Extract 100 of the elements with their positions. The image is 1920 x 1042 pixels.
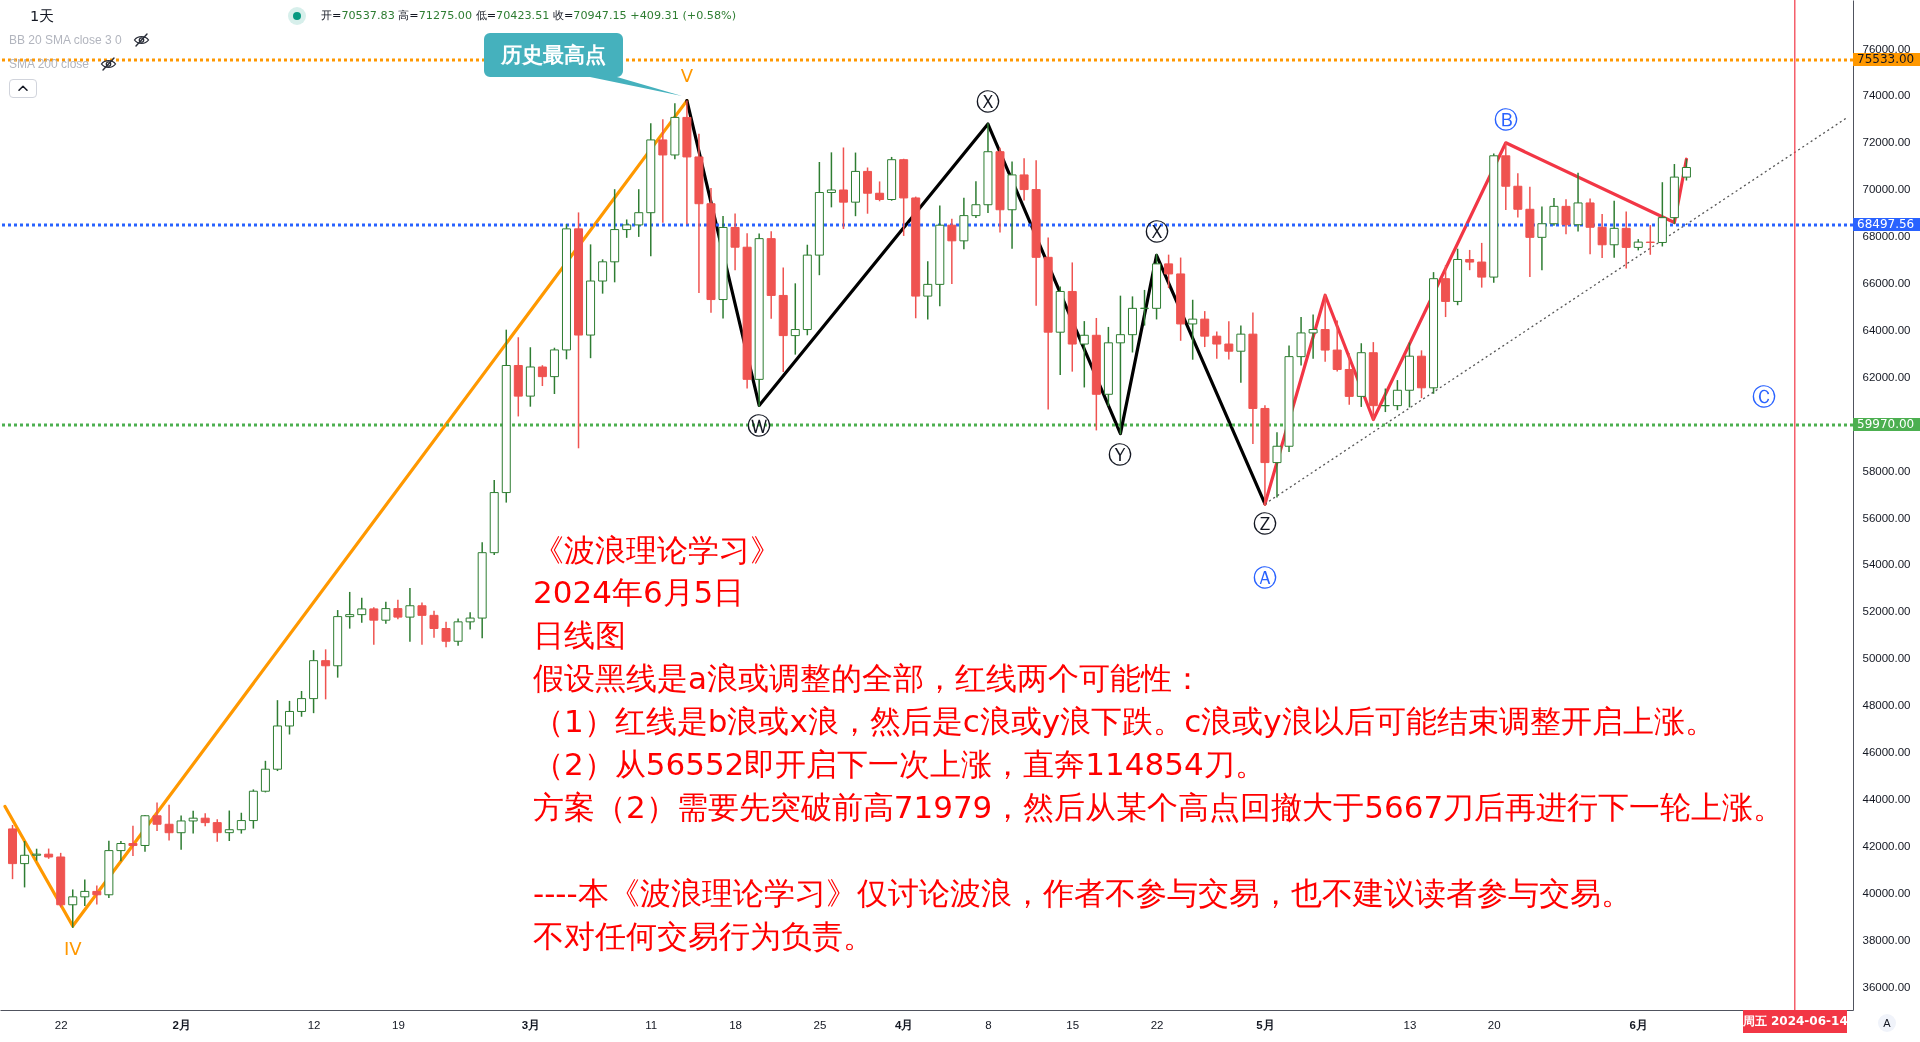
x-tick-label: 19: [391, 1018, 405, 1031]
annotation: Ⓒ: [1751, 383, 1777, 411]
candlestick: [453, 618, 463, 646]
annotation: 《波浪理论学习》: [533, 530, 781, 570]
candlestick: [128, 825, 138, 856]
candlestick: [838, 147, 848, 229]
candlestick: [116, 840, 126, 862]
annotation: （1）红线是b浪或x浪，然后是c浪或y浪下跌。c浪或y浪以后可能结束调整开启上涨。: [533, 702, 1716, 742]
ref-line-label: 周五 2024-06-14: [1742, 1010, 1848, 1033]
x-tick-label: 11: [645, 1018, 658, 1031]
y-tick-label: 58000.00: [1862, 464, 1911, 477]
candlestick: [1621, 211, 1631, 269]
y-tick-label: 64000.00: [1862, 323, 1911, 336]
candlestick: [369, 607, 379, 645]
candlestick: [236, 812, 246, 834]
candlestick: [1681, 159, 1691, 181]
x-tick-label: 18: [729, 1018, 742, 1031]
y-tick-label: 76000.00: [1862, 42, 1911, 55]
candlestick: [730, 213, 740, 271]
candlestick: [1200, 311, 1210, 348]
candlestick: [1513, 173, 1523, 218]
candlestick: [826, 152, 836, 208]
annotation: Ⓐ: [1252, 564, 1277, 593]
candlestick: [1392, 380, 1402, 411]
annotation: 不对任何交易行为负责。: [533, 916, 874, 956]
candlestick: [1115, 295, 1125, 435]
annotation: Ⓑ: [1493, 106, 1518, 135]
candlestick: [176, 815, 186, 850]
annotation: ----本《波浪理论学习》仅讨论波浪，作者不参与交易，也不建议读者参与交易。: [533, 873, 1632, 913]
x-tick-label: 3月: [521, 1018, 541, 1031]
x-tick-label: 12: [307, 1018, 321, 1031]
annotation: 日线图: [533, 616, 626, 656]
text: 1天: [30, 8, 55, 24]
text: A: [1878, 1014, 1896, 1032]
candlestick: [200, 813, 210, 827]
y-tick-label: 70000.00: [1862, 183, 1911, 196]
candlestick: [1645, 225, 1655, 255]
candlestick: [1465, 249, 1475, 271]
candlestick: [224, 810, 234, 842]
annotation: Ⓨ: [1108, 440, 1133, 469]
candlestick: [923, 261, 933, 320]
candlestick: [441, 621, 451, 648]
y-tick-label: 74000.00: [1862, 89, 1911, 102]
candlestick: [68, 889, 78, 928]
candlestick: [1332, 320, 1342, 372]
y-tick-label: 38000.00: [1862, 933, 1911, 946]
y-tick-label: 62000.00: [1862, 370, 1911, 383]
candlestick: [465, 612, 475, 630]
candlestick: [598, 259, 608, 294]
annotation: Ⓧ: [1144, 218, 1169, 247]
y-tick-label: 56000.00: [1862, 511, 1911, 524]
candlestick: [1164, 254, 1174, 289]
candlestick: [1441, 265, 1451, 318]
candlestick: [164, 804, 174, 841]
annotation: Ⓧ: [975, 87, 1000, 116]
candlestick: [80, 879, 90, 907]
text: 开=70537.83 高=71275.00 低=70423.51 收=70947.15 +409.31 (+0.58%): [321, 9, 737, 22]
candlestick: [1140, 289, 1150, 326]
candlestick: [1308, 314, 1318, 359]
candlestick: [381, 601, 391, 624]
annotation: Ⓦ: [747, 411, 772, 440]
candlestick: [212, 819, 222, 842]
y-tick-label: 36000.00: [1862, 980, 1911, 993]
y-tick-label: 40000.00: [1862, 886, 1911, 899]
ref-line-label: 75533.00: [1853, 52, 1920, 67]
x-tick-label: 13: [1403, 1018, 1417, 1031]
y-tick-label: 72000.00: [1862, 136, 1911, 149]
annotation: 2024年6月5日: [533, 573, 745, 613]
annotation: 假设黑线是a浪或调整的全部，红线两个可能性：: [533, 659, 1203, 699]
candlestick: [1537, 206, 1547, 271]
candlestick: [1272, 432, 1282, 498]
candlestick: [947, 218, 957, 284]
annotation: Ⓩ: [1252, 509, 1277, 538]
candlestick: [1549, 198, 1559, 226]
candlestick: [790, 283, 800, 355]
candlestick: [1236, 325, 1246, 383]
ref-line-label: 68497.56: [1853, 217, 1920, 232]
candlestick: [1079, 321, 1089, 388]
annotation: SMA 200 close: [9, 57, 90, 71]
y-tick-label: 46000.00: [1862, 746, 1911, 759]
y-tick-label: 68000.00: [1862, 230, 1911, 243]
candlestick: [1212, 331, 1222, 359]
candlestick: [1609, 200, 1619, 258]
candlestick: [537, 365, 547, 387]
y-tick-label: 54000.00: [1862, 558, 1911, 571]
candlestick: [875, 181, 885, 202]
candlestick: [285, 700, 294, 735]
candlestick: [971, 181, 981, 219]
candlestick: [1561, 199, 1571, 235]
x-tick-label: 22: [1150, 1018, 1164, 1031]
candlestick: [152, 802, 162, 832]
annotation: 历史最高点: [500, 42, 607, 69]
candlestick: [345, 591, 355, 629]
candlestick: [1320, 294, 1330, 362]
x-tick-label: 15: [1066, 1018, 1080, 1031]
candlestick: [634, 189, 644, 237]
y-tick-label: 52000.00: [1862, 605, 1911, 618]
candlestick: [1477, 242, 1487, 288]
annotation: BB 20 SMA close 3 0: [9, 33, 122, 47]
candlestick: [429, 610, 439, 638]
